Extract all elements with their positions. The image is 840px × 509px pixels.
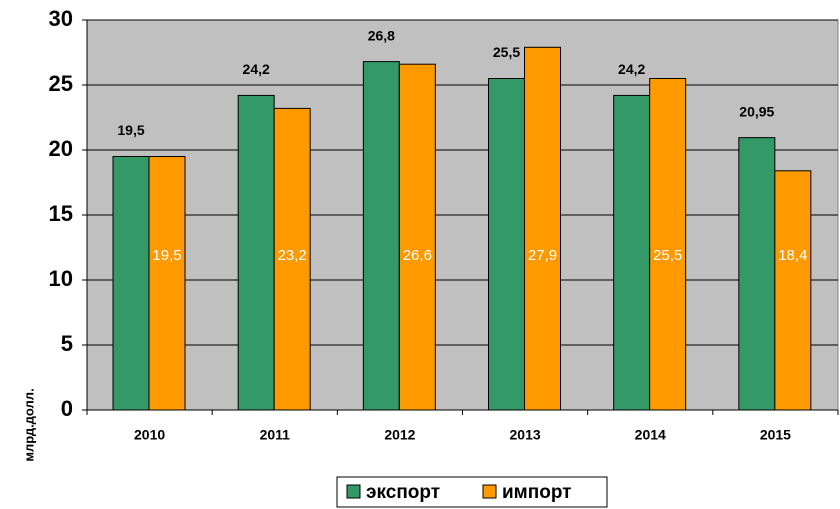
value-label: 24,2 [243,61,270,77]
value-label: 23,2 [278,247,307,264]
bar [488,78,525,411]
x-tick-label: 2014 [635,427,666,443]
y-tick-label: 20 [49,136,73,161]
legend-swatch [482,484,497,499]
value-label: 25,5 [653,247,682,264]
bar [524,46,561,411]
y-tick-label: 25 [49,71,73,96]
legend-swatch [346,484,361,499]
y-tick-label: 5 [61,331,73,356]
x-tick-label: 2015 [760,427,791,443]
bar [148,156,186,411]
value-label: 26,6 [403,247,432,264]
y-tick-label: 0 [61,396,73,421]
value-label: 27,9 [528,247,557,264]
value-label: 18,4 [778,247,807,264]
legend-label: экспорт [366,482,440,503]
x-tick-label: 2013 [510,427,541,443]
value-label: 20,95 [739,103,774,119]
y-tick-label: 30 [49,6,73,31]
x-tick-label: 2010 [134,427,165,443]
y-axis-label: млрд.долл. [21,388,36,461]
y-tick-label: 15 [49,201,73,226]
bar [649,78,687,411]
bar [237,94,275,411]
bar [738,137,776,411]
bar [398,63,436,411]
value-label: 19,5 [117,122,144,138]
value-label: 19,5 [152,247,181,264]
value-label: 24,2 [618,61,645,77]
x-tick-label: 2011 [260,427,291,443]
y-tick-label: 10 [49,266,73,291]
value-label: 25,5 [493,44,520,60]
bar [112,156,150,411]
x-tick-label: 2012 [384,427,415,443]
legend-box [336,476,608,508]
bar [362,61,400,411]
bar [774,170,812,411]
bar [613,94,651,411]
value-label: 26,8 [368,27,395,43]
legend-label: импорт [502,482,571,503]
